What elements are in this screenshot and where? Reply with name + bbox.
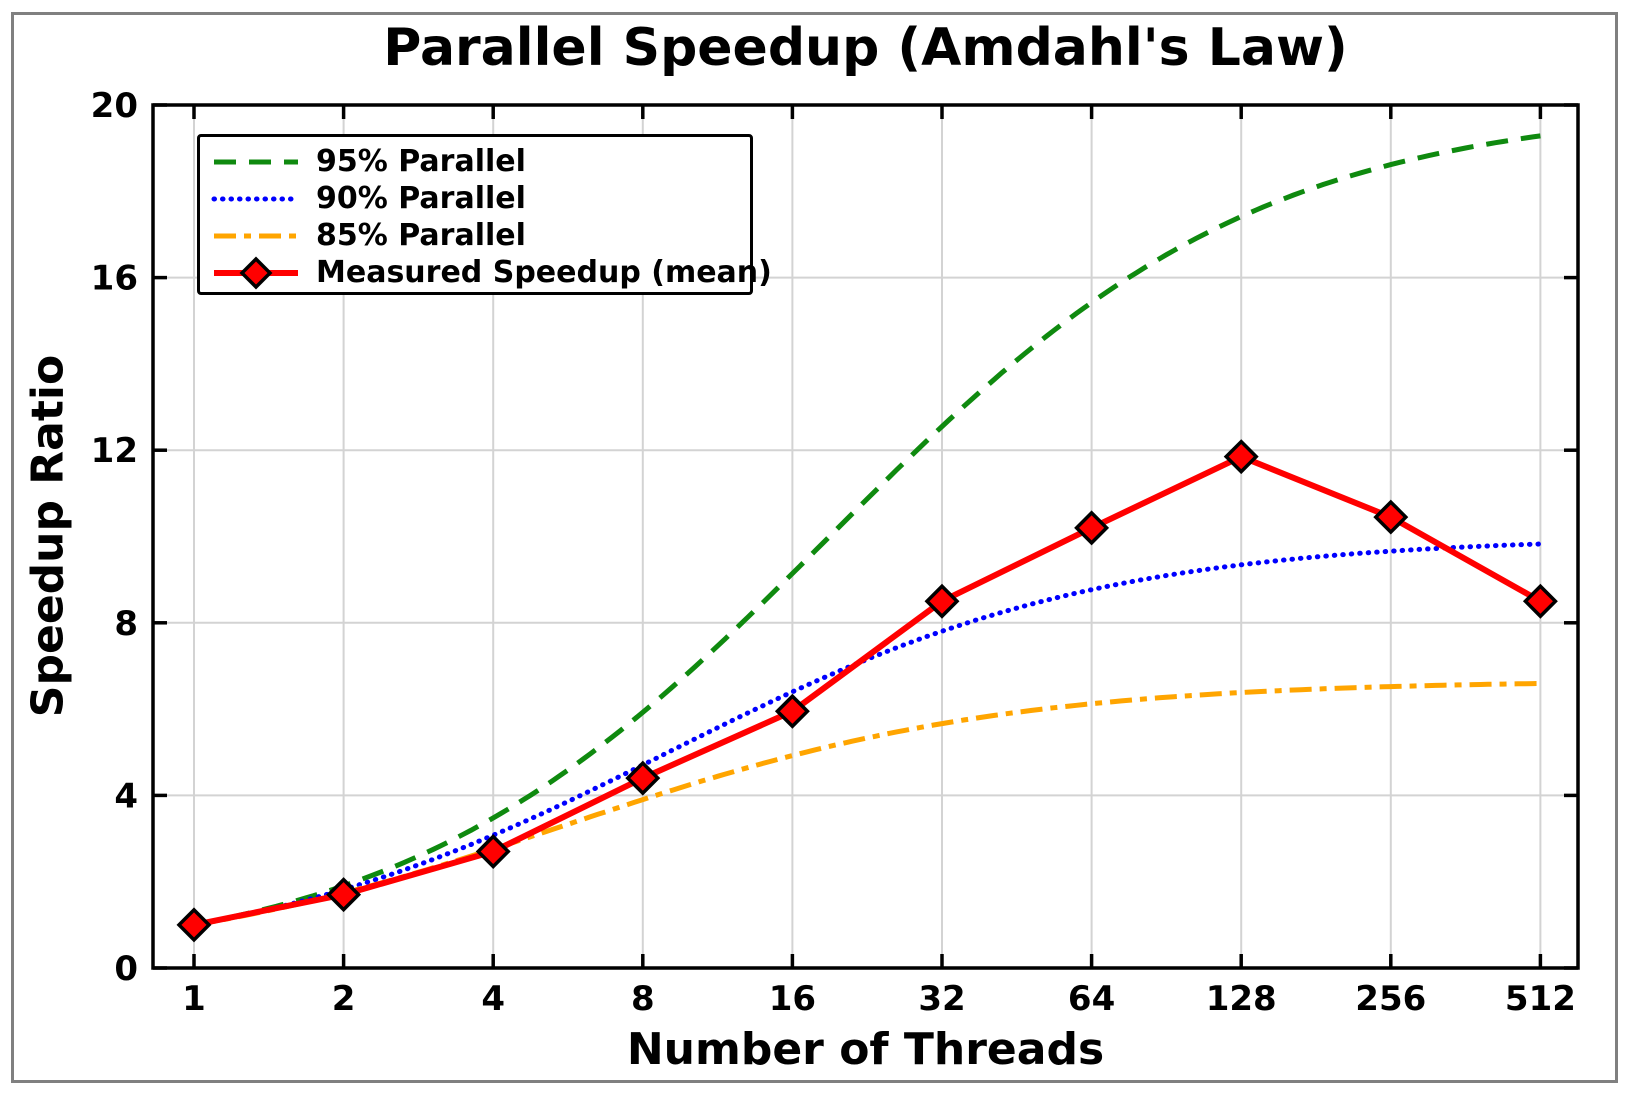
data-point-marker [475, 834, 511, 869]
gridlines [153, 104, 1578, 968]
data-point-marker [326, 877, 362, 913]
legend-line-sample-95-parallel [214, 159, 298, 165]
legend-label: 85% Parallel [316, 218, 526, 253]
legend-item-measured-speedup: Measured Speedup (mean) [210, 254, 772, 291]
data-point-marker [924, 583, 960, 619]
y-tick-label: 0 [114, 949, 138, 989]
legend: 95% Parallel 90% Parallel 85% Parallel M… [197, 134, 772, 295]
x-tick-labels: 1 2 4 8 16 32 64 128 256 512 [182, 979, 1576, 1019]
axes-spines [151, 103, 1580, 970]
data-point-marker [1223, 439, 1259, 475]
series-95-parallel [193, 133, 1541, 928]
y-tick-label: 16 [91, 259, 138, 299]
x-tick-label: 512 [1505, 979, 1576, 1019]
legend-item-95-parallel: 95% Parallel [210, 143, 750, 180]
x-tick-label: 4 [481, 979, 505, 1019]
x-tick-label: 32 [918, 979, 965, 1019]
legend-label: Measured Speedup (mean) [316, 255, 772, 290]
legend-line-sample-85-parallel [214, 233, 298, 239]
legend-line-sample-90-parallel [211, 196, 301, 202]
y-tick-labels: 0 4 8 12 16 20 [91, 86, 138, 989]
data-point-marker [1074, 510, 1110, 546]
data-point-marker [1373, 499, 1409, 535]
legend-item-90-parallel: 90% Parallel [210, 180, 750, 217]
x-tick-label: 128 [1206, 979, 1277, 1019]
x-tick-label: 1 [182, 979, 206, 1019]
x-tick-label: 2 [332, 979, 356, 1019]
series-measured-speedup-mean- [176, 439, 1558, 943]
chart-title: Parallel Speedup (Amdahl's Law) [383, 18, 1348, 78]
data-point-marker [625, 760, 661, 796]
y-tick-label: 4 [114, 776, 138, 816]
x-tick-label: 16 [769, 979, 816, 1019]
series-85-parallel [193, 681, 1541, 928]
data-point-marker [774, 693, 810, 729]
legend-line-sample-measured-speedup [214, 256, 298, 290]
data-point-marker [176, 907, 212, 943]
legend-item-85-parallel: 85% Parallel [210, 217, 750, 254]
y-axis-label: Speedup Ratio [22, 354, 74, 718]
x-tick-label: 64 [1068, 979, 1115, 1019]
tick-marks [153, 103, 1578, 970]
x-tick-label: 256 [1355, 979, 1426, 1019]
x-axis-label: Number of Threads [626, 1024, 1105, 1075]
y-tick-label: 20 [91, 86, 138, 126]
series-90-parallel [191, 541, 1543, 928]
data-point-marker [1522, 583, 1558, 619]
x-tick-label: 8 [631, 979, 655, 1019]
legend-label: 90% Parallel [316, 181, 526, 216]
y-tick-label: 8 [114, 604, 138, 644]
legend-label: 95% Parallel [316, 144, 526, 179]
y-tick-label: 12 [91, 431, 138, 471]
